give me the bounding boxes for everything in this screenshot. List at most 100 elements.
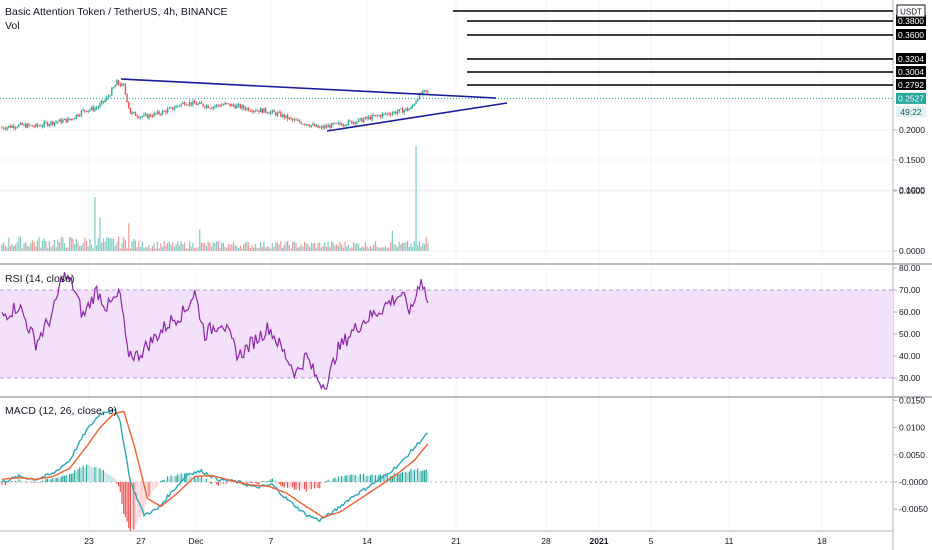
macd-histogram-bar xyxy=(185,473,187,482)
trendline-1[interactable] xyxy=(120,78,497,99)
macd-histogram-bar xyxy=(288,482,290,488)
macd-histogram-bar xyxy=(128,482,130,528)
macd-histogram-bar xyxy=(222,482,224,484)
time-axis[interactable]: 23 27 Dec 7 14 21 28 2021 5 11 18 xyxy=(84,536,827,546)
macd-histogram-bar xyxy=(118,482,120,487)
macd-histogram-bar xyxy=(30,481,32,483)
volume-bar xyxy=(30,242,32,251)
volume-legend[interactable]: Vol xyxy=(5,20,20,32)
macd-histogram-bar xyxy=(141,482,143,514)
macd-histogram-bar xyxy=(403,472,405,482)
volume-bar xyxy=(232,241,235,251)
candle-body xyxy=(102,100,105,103)
candle-body xyxy=(237,104,240,106)
macd-histogram-bar xyxy=(195,478,197,482)
macd-legend[interactable]: MACD (12, 26, close, 9) xyxy=(5,405,117,417)
price-axis-label: 0.0150 xyxy=(899,395,925,405)
price-axis-label: 60.00 xyxy=(899,307,921,317)
currency-badge-box[interactable] xyxy=(896,4,926,18)
macd-histogram-bar xyxy=(261,481,263,482)
candle-body xyxy=(415,101,417,104)
macd-histogram-bar xyxy=(194,477,196,482)
candle-body xyxy=(319,127,321,129)
volume-bar xyxy=(104,241,106,251)
candle-body xyxy=(122,83,125,86)
candle-body xyxy=(300,122,302,124)
candle-body xyxy=(388,113,390,115)
macd-histogram-bar xyxy=(346,475,348,482)
volume-bar xyxy=(288,245,290,251)
macd-histogram-bar xyxy=(129,482,132,531)
volume-bar xyxy=(427,243,429,251)
candle-body xyxy=(356,121,358,124)
candle-body xyxy=(410,107,412,109)
volume-bar xyxy=(378,247,380,251)
volume-bar xyxy=(320,247,323,251)
candle-body xyxy=(340,124,343,126)
candle-body xyxy=(60,119,62,123)
candle-body xyxy=(405,108,407,111)
volume-bar xyxy=(249,248,252,251)
macd-histogram-bar xyxy=(79,467,81,482)
candle-body xyxy=(231,104,233,107)
volume-bar xyxy=(204,243,206,251)
macd-histogram-bar xyxy=(232,482,235,483)
volume-bar xyxy=(312,243,314,251)
macd-histogram-bar xyxy=(155,482,157,489)
trendline-2[interactable] xyxy=(326,102,508,132)
macd-histogram-bar xyxy=(356,475,358,482)
macd-histogram-bar xyxy=(227,482,230,483)
volume-bar xyxy=(214,242,216,251)
price-axis-label: -0.0000 xyxy=(899,477,928,487)
macd-histogram-bar xyxy=(334,477,336,482)
volume-bar xyxy=(165,245,167,251)
level-price-tag xyxy=(896,79,926,90)
candle-body xyxy=(413,103,416,106)
candle-body xyxy=(160,113,162,115)
macd-histogram-bar xyxy=(285,482,287,487)
volume-bar xyxy=(60,236,62,251)
volume-bar xyxy=(336,244,338,251)
macd-histogram-bar xyxy=(50,479,52,482)
candle-body xyxy=(242,105,245,109)
candle-body xyxy=(121,83,123,86)
macd-histogram-bar xyxy=(295,482,297,490)
volume-bar xyxy=(270,248,272,251)
time-axis-label: 5 xyxy=(649,536,654,546)
horizontal-level-drawings[interactable]: 0.3800 0.3600 0.3204 0.3004 0.2792 xyxy=(453,10,926,90)
symbol-title[interactable]: Basic Attention Token / TetherUS, 4h, BI… xyxy=(5,6,228,18)
volume-bar xyxy=(368,248,370,251)
volume-bar xyxy=(6,247,8,251)
candle-body xyxy=(165,110,167,113)
volume-bar xyxy=(182,244,184,251)
macd-histogram-bar xyxy=(275,480,277,482)
candle-body xyxy=(290,117,292,119)
trendline-drawings[interactable] xyxy=(120,78,508,132)
candlestick-series[interactable] xyxy=(1,78,429,132)
candle-body xyxy=(418,93,421,100)
candle-body xyxy=(357,118,360,122)
candle-body xyxy=(72,118,74,120)
candle-body xyxy=(339,122,341,125)
volume-bar xyxy=(129,248,132,251)
candle-body xyxy=(293,119,296,121)
volume-bar xyxy=(422,243,424,251)
candle-body xyxy=(150,114,152,117)
candle-body xyxy=(101,100,103,104)
macd-histogram-bar xyxy=(410,468,412,482)
volume-bar xyxy=(77,242,79,251)
candle-body xyxy=(335,122,338,124)
rsi-legend[interactable]: RSI (14, close) xyxy=(5,273,74,285)
volume-bar xyxy=(283,244,285,251)
volume-bar xyxy=(123,237,125,251)
candle-body xyxy=(170,107,172,108)
candle-body xyxy=(217,104,220,106)
volume-bar xyxy=(134,240,137,251)
volume-bar xyxy=(276,242,279,251)
candle-body xyxy=(31,125,34,127)
macd-histogram-bar xyxy=(160,480,162,482)
volume-bar xyxy=(35,246,37,251)
candle-body xyxy=(264,108,267,113)
